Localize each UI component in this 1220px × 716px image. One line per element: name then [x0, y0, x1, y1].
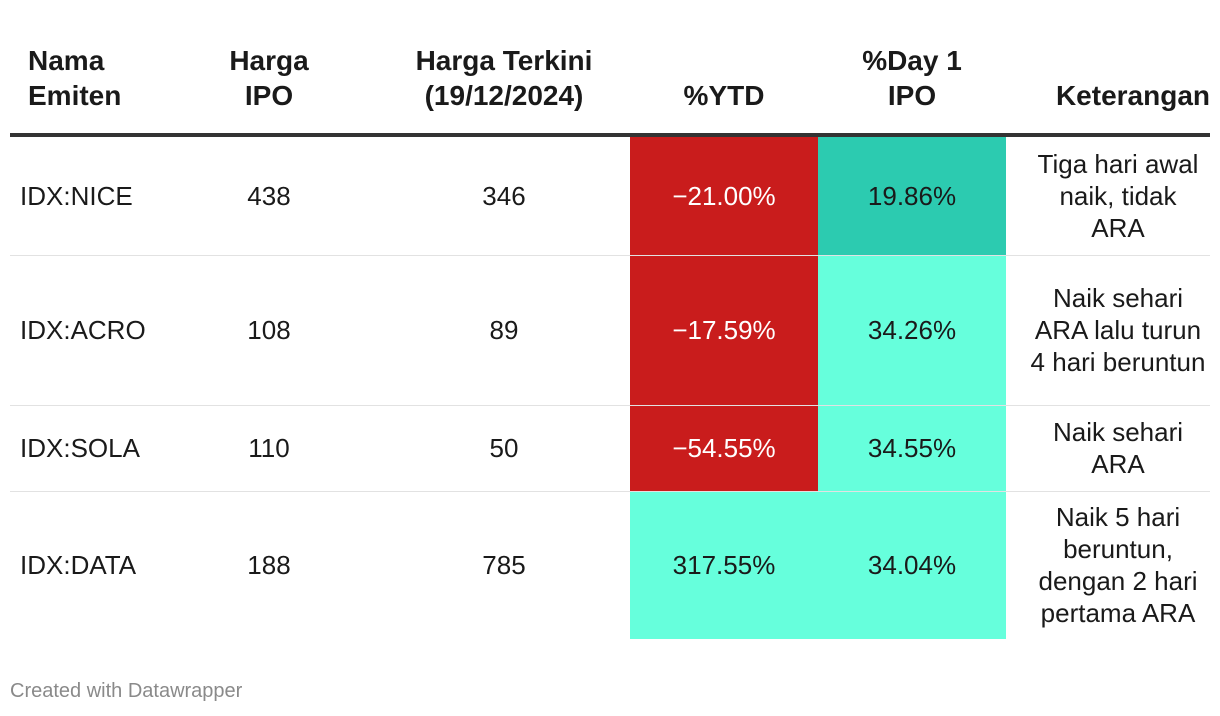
header-line: (19/12/2024): [424, 80, 584, 111]
cell-harga-ipo: 438: [160, 135, 378, 256]
cell-keterangan: Naik sehari ARA: [1006, 405, 1210, 492]
cell-ytd: 317.55%: [630, 491, 818, 639]
cell-keterangan: Tiga hari awal naik, tidak ARA: [1006, 135, 1210, 256]
ipo-table: Nama Emiten Harga IPO Harga Terkini (19/…: [10, 0, 1210, 639]
header-line: %Day 1: [862, 45, 962, 76]
header-harga-terkini: Harga Terkini (19/12/2024): [378, 0, 630, 137]
header-nama-emiten: Nama Emiten: [10, 0, 160, 137]
cell-harga-terkini: 785: [482, 550, 526, 581]
header-line: Emiten: [28, 80, 122, 111]
header-row: Nama Emiten Harga IPO Harga Terkini (19/…: [10, 0, 1210, 137]
cell-ytd: −17.59%: [630, 255, 818, 406]
header-harga-ipo: Harga IPO: [160, 0, 378, 137]
header-day1-ipo: %Day 1 IPO: [818, 0, 1006, 137]
header-line: Harga: [229, 45, 309, 76]
cell-day1: 19.86%: [818, 135, 1006, 256]
table-row: IDX:ACRO 108 89 −17.59% 34.26% Naik seha…: [10, 255, 1210, 406]
header-keterangan: Keterangan: [1006, 0, 1210, 137]
header-line: Harga Terkini: [415, 45, 593, 76]
header-line: Nama: [28, 45, 105, 76]
cell-emiten: IDX:NICE: [10, 135, 160, 256]
header-line: IPO: [244, 80, 294, 111]
cell-harga-ipo: 110: [160, 405, 378, 492]
cell-emiten: IDX:DATA: [20, 550, 137, 581]
table-row: IDX:NICE 438 346 −21.00% 19.86% Tiga har…: [10, 135, 1210, 256]
cell-harga-ipo: 188: [247, 550, 291, 581]
header-line: Keterangan: [1055, 80, 1210, 111]
cell-harga-ipo: 108: [160, 255, 378, 406]
cell-harga-terkini: 89: [378, 255, 630, 406]
table-wrapper: Nama Emiten Harga IPO Harga Terkini (19/…: [10, 0, 1210, 639]
cell-ytd: −54.55%: [630, 405, 818, 492]
cell-keterangan: Naik 5 hari beruntun, dengan 2 hari pert…: [1038, 502, 1198, 629]
table-row: IDX:DATA 188 785 317.55% 34.04% Naik 5 h…: [10, 491, 1210, 639]
cell-day1: 34.55%: [818, 405, 1006, 492]
cell-emiten: IDX:SOLA: [10, 405, 160, 492]
table-row: IDX:SOLA 110 50 −54.55% 34.55% Naik seha…: [10, 405, 1210, 492]
cell-ytd: −21.00%: [630, 135, 818, 256]
cell-harga-terkini: 346: [378, 135, 630, 256]
cell-keterangan: Naik sehari ARA lalu turun 4 hari berunt…: [1006, 255, 1210, 406]
header-ytd: %YTD: [630, 0, 818, 137]
header-line: IPO: [887, 80, 937, 111]
datawrapper-credit: Created with Datawrapper: [10, 680, 243, 702]
cell-day1: 34.04%: [818, 491, 1006, 639]
cell-emiten: IDX:ACRO: [10, 255, 160, 406]
cell-harga-terkini: 50: [378, 405, 630, 492]
cell-day1: 34.26%: [818, 255, 1006, 406]
header-line: %YTD: [683, 80, 765, 111]
